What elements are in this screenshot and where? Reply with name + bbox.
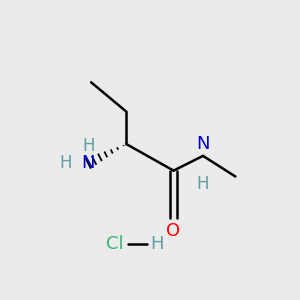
Text: Cl: Cl <box>106 235 124 253</box>
Text: N: N <box>81 154 95 172</box>
Text: H: H <box>150 235 164 253</box>
Text: H: H <box>60 154 72 172</box>
Text: O: O <box>167 222 181 240</box>
Text: H: H <box>197 175 209 193</box>
Text: N: N <box>196 135 210 153</box>
Text: H: H <box>82 136 94 154</box>
